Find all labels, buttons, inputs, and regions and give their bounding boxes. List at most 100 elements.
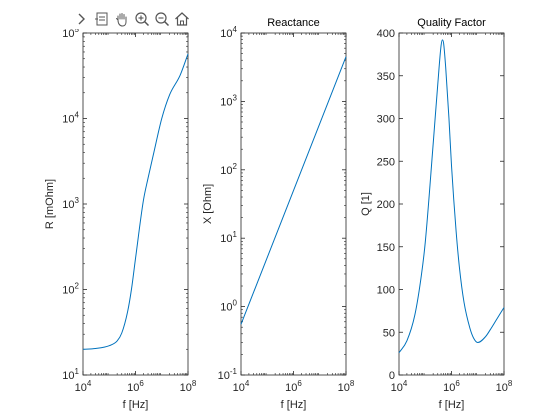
y-tick-label-base: 10 [62, 285, 74, 297]
x-tick-label: 108 [180, 379, 197, 394]
y-tick-label: 0 [389, 370, 395, 382]
y-tick-label-exponent: 4 [75, 111, 80, 120]
zoom-in-icon [134, 11, 149, 26]
y-tick-label: 150 [377, 242, 395, 254]
x-tick-label-base: 10 [338, 382, 350, 394]
x-tick-label-base: 10 [496, 382, 508, 394]
y-tick-label-base: 10 [220, 165, 232, 177]
x-tick-label: 106 [127, 379, 144, 394]
y-tick-label-exponent: 1 [233, 230, 238, 239]
zoom-out-icon [154, 11, 169, 26]
y-tick-label: 103 [220, 93, 237, 108]
y-tick-label-base: 10 [220, 28, 232, 40]
x-tick-label-base: 10 [285, 382, 297, 394]
x-tick-label: 106 [285, 379, 302, 394]
y-tick-label: 103 [62, 196, 79, 211]
zoom-out-button[interactable] [152, 9, 171, 28]
y-tick-label-exponent: 0 [233, 299, 238, 308]
data-tips-icon [94, 12, 107, 25]
y-tick-label: 400 [377, 28, 395, 40]
axes-box [398, 32, 505, 376]
data-tips-button[interactable] [92, 9, 111, 28]
y-tick-label: 200 [377, 199, 395, 211]
series-line-1 [82, 53, 189, 350]
y-tick-label-exponent: 2 [75, 282, 80, 291]
x-tick-label-exponent: 4 [87, 379, 92, 388]
y-tick-label-exponent: 2 [233, 162, 238, 171]
x-axis-label: f [Hz] [123, 399, 149, 411]
y-tick-label-exponent: 1 [75, 367, 80, 376]
x-tick-label-exponent: 6 [139, 379, 144, 388]
y-tick-label: 102 [220, 162, 237, 177]
y-tick-label-base: 10 [220, 96, 232, 108]
axes-toolbar [72, 9, 191, 28]
axes-box [240, 32, 347, 376]
chevron-right-icon [78, 13, 85, 24]
zoom-in-button[interactable] [132, 9, 151, 28]
toolbar-expand-button[interactable] [72, 9, 91, 28]
x-tick-label: 104 [75, 379, 92, 394]
series-line-1 [240, 56, 347, 325]
y-tick-label-base: 10 [220, 302, 232, 314]
y-tick-label: 300 [377, 114, 395, 126]
y-tick-label: 101 [220, 230, 237, 245]
x-tick-label-base: 10 [127, 382, 139, 394]
y-tick-label-base: 10 [62, 370, 74, 382]
y-axis-label: R [mOhm] [44, 179, 56, 229]
series-line-1 [398, 39, 505, 354]
y-axis-label: X [Ohm] [202, 184, 214, 224]
x-tick-label: 108 [496, 379, 513, 394]
x-tick-label-exponent: 8 [508, 379, 513, 388]
y-tick-label: 50 [383, 327, 395, 339]
x-tick-label-exponent: 4 [245, 379, 250, 388]
y-tick-label-exponent: 5 [75, 25, 80, 34]
y-tick-label: 100 [377, 285, 395, 297]
x-tick-label-exponent: 8 [350, 379, 355, 388]
x-axis-label: f [Hz] [281, 399, 307, 411]
x-tick-label-exponent: 6 [297, 379, 302, 388]
y-tick-label: 101 [62, 367, 79, 382]
y-tick-label: 350 [377, 71, 395, 83]
y-tick-label-base: 10 [62, 114, 74, 126]
axes-box [82, 32, 189, 376]
y-tick-label-base: 10 [62, 199, 74, 211]
pan-button[interactable] [112, 9, 131, 28]
y-tick-label-base: 10 [62, 28, 74, 40]
y-tick-label: 105 [62, 25, 79, 40]
x-tick-label: 104 [391, 379, 408, 394]
x-tick-label-base: 10 [75, 382, 87, 394]
chart-title: Reactance [267, 17, 320, 29]
y-tick-label-exponent: 3 [75, 196, 80, 205]
y-tick-label-base: 10 [220, 233, 232, 245]
x-tick-label-base: 10 [233, 382, 245, 394]
x-tick-label-base: 10 [443, 382, 455, 394]
y-tick-label-exponent: 4 [233, 25, 238, 34]
home-icon [174, 11, 189, 26]
y-tick-label-exponent: 3 [233, 93, 238, 102]
x-tick-label: 108 [338, 379, 355, 394]
y-tick-label: 10-1 [218, 367, 238, 382]
y-tick-label-base: 10 [218, 370, 230, 382]
restore-view-button[interactable] [172, 9, 191, 28]
x-tick-label-base: 10 [391, 382, 403, 394]
x-tick-label-exponent: 8 [192, 379, 197, 388]
y-tick-label: 104 [220, 25, 237, 40]
x-axis-label: f [Hz] [439, 399, 465, 411]
y-tick-label: 250 [377, 156, 395, 168]
y-tick-label-exponent: -1 [230, 367, 238, 376]
x-tick-label-base: 10 [180, 382, 192, 394]
x-tick-label-exponent: 4 [403, 379, 408, 388]
y-tick-label: 104 [62, 111, 79, 126]
x-tick-label-exponent: 6 [455, 379, 460, 388]
x-tick-label: 104 [233, 379, 250, 394]
y-tick-label: 102 [62, 282, 79, 297]
x-tick-label: 106 [443, 379, 460, 394]
y-tick-label: 100 [220, 299, 237, 314]
pan-hand-icon [115, 12, 126, 27]
chart-title: Quality Factor [417, 17, 486, 29]
y-axis-label: Q [1] [360, 192, 372, 216]
